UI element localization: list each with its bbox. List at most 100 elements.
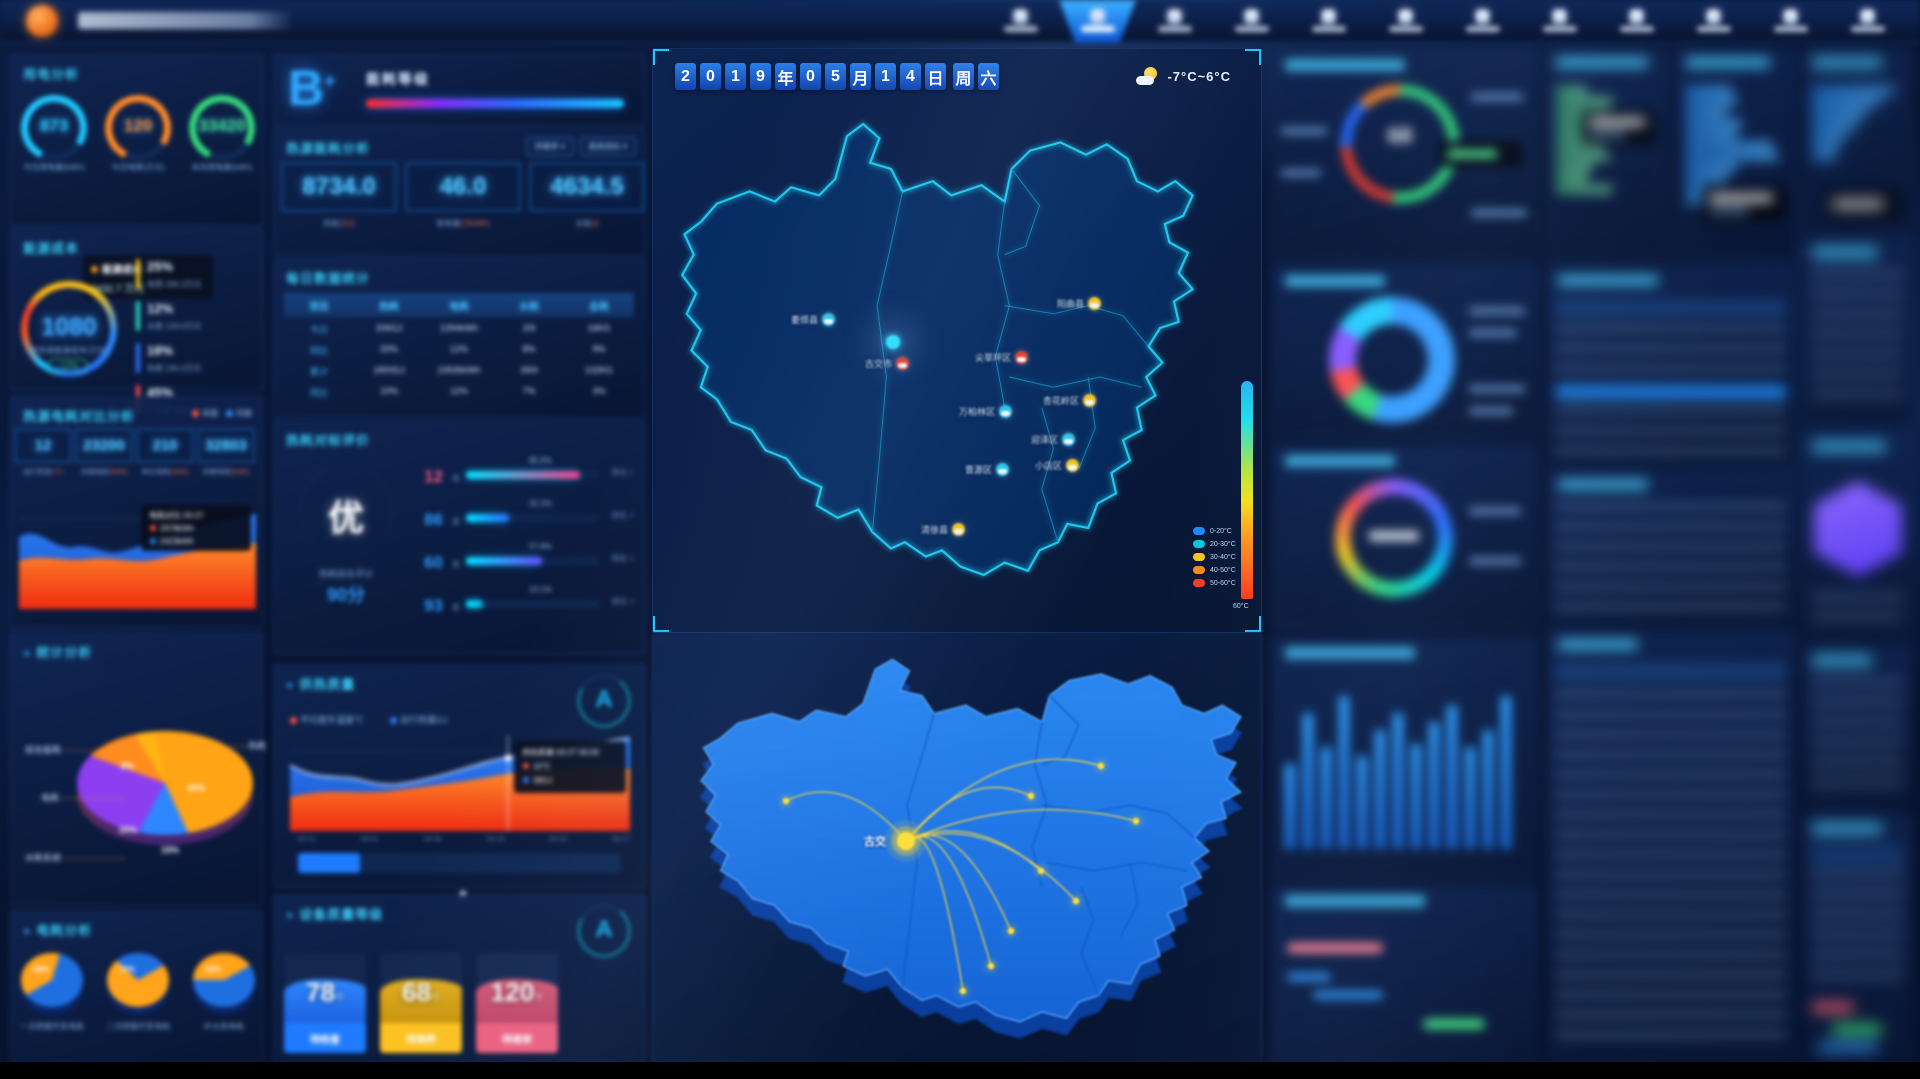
nav-item[interactable] (1598, 0, 1675, 42)
nav-item[interactable] (982, 0, 1059, 42)
district-marker[interactable]: 清徐县 (921, 523, 966, 536)
pie-slice-label: 15% (161, 845, 180, 855)
highlighted-row[interactable] (1556, 385, 1786, 399)
x-axis-labels: 02-21 03-01 03-08 03-15 03-22 03-27 (298, 836, 630, 843)
mini-pie: 42% 补水泵电耗 (189, 953, 259, 1032)
bar (1556, 109, 1607, 116)
gauge-label: 今日电费(万元) (111, 163, 165, 172)
district-marker[interactable]: 古交市 (865, 357, 910, 370)
legend-smudge (1469, 507, 1521, 515)
nav-item[interactable] (1829, 0, 1906, 42)
bar (1465, 747, 1475, 849)
legend-smudge (1281, 169, 1321, 177)
slider-thumb[interactable] (298, 853, 360, 873)
weekday-display: 周六 (953, 63, 999, 90)
chart-zoom-slider[interactable] (298, 853, 620, 873)
bar (1812, 131, 1849, 138)
panel-title (1558, 275, 1658, 286)
nav-item[interactable] (1367, 0, 1444, 42)
tooltip-text (1589, 118, 1645, 126)
bar-more-link[interactable]: 排名 > (611, 597, 634, 606)
panel-title: » 统计分析 (23, 645, 93, 660)
tooltip-value: 9432.7 万元 (91, 284, 145, 295)
nav-item[interactable] (1213, 0, 1290, 42)
district-marker[interactable]: 阳曲县 (1057, 297, 1102, 310)
district-map (680, 122, 1195, 577)
device-card: 78个 待检查 (284, 953, 366, 1053)
bar-fill (466, 471, 580, 479)
mini-pie-label: 补水泵电耗 (204, 1022, 244, 1031)
legend-label: 30-40°C (1210, 553, 1236, 561)
card-value: 78个 (306, 977, 344, 1007)
bar (1411, 743, 1421, 849)
red-bar (1812, 1003, 1854, 1012)
rank-bars: 12 名 85.6% 排名 > 86 名 32.1% (424, 456, 634, 615)
panel-title: » 供热质量 (286, 677, 356, 692)
panel-title: 每日数据统计 (286, 271, 371, 286)
rank-suffix: 名 (452, 560, 460, 569)
stat-box: 4634.5 水耗(t) (529, 162, 645, 229)
table-cell: 20t (522, 323, 536, 333)
grade-label: 能耗等级 (366, 71, 430, 87)
legend-smudge (1469, 329, 1517, 337)
nav-item-label (1388, 26, 1423, 32)
date-digit-box: 1 (875, 63, 896, 90)
bar-more-link[interactable]: 排名 > (611, 468, 634, 477)
filter-button[interactable]: 供暖季 ▾ (525, 137, 574, 156)
bar (1686, 131, 1737, 138)
district-marker[interactable]: 尖草坪区 (975, 351, 1029, 364)
district-marker[interactable]: 娄烦县 (791, 313, 836, 326)
stat-label: 本期电耗(kWh) (80, 469, 128, 476)
tooltip (1439, 141, 1523, 167)
stat-label: 热耗(GJ) (323, 219, 355, 228)
bar (1686, 175, 1727, 182)
cost-stat-list: 25% 电费 268.3万元 12% 水费 129.6万元 18% 热费 194… (136, 259, 254, 418)
nav-item[interactable] (1290, 0, 1367, 42)
bar-more-link[interactable]: 排名 > (611, 511, 634, 520)
bar (1556, 131, 1597, 138)
table-cell: 12% (449, 386, 468, 396)
blurred-blue-bars-panel (1677, 48, 1797, 260)
mini-pie-chart: 42% (193, 953, 255, 1007)
table-header-cell: 水耗 (519, 301, 539, 313)
nav-item[interactable] (1675, 0, 1752, 42)
nav-item-label (1619, 26, 1654, 32)
cost-donut-value: 1080 (41, 313, 97, 341)
rank-number: 60 (424, 553, 443, 572)
table-cell: 260t (520, 365, 538, 375)
blurred-table-panel (1547, 266, 1795, 464)
filter-button[interactable]: 能耗指标 ▾ (579, 137, 636, 156)
tooltip-row: 2423kWh (160, 537, 194, 546)
nav-item-icon (1784, 10, 1797, 23)
nav-item[interactable] (1444, 0, 1521, 42)
panel-title: » 设备质量等级 (286, 907, 384, 922)
card-value: 120个 (490, 977, 544, 1007)
bar (1556, 142, 1602, 149)
stat-value: 8734.0 (281, 162, 397, 212)
legend-dot-icon (226, 410, 233, 418)
district-marker[interactable]: 杏花岭区 (1043, 394, 1097, 407)
nav-item[interactable] (1521, 0, 1598, 42)
rows (1812, 271, 1903, 411)
blurred-rows-panel (1803, 238, 1912, 426)
nav-item[interactable] (1752, 0, 1829, 42)
bar-percent-tag: 13.1% (529, 585, 552, 594)
panel-title (1812, 441, 1886, 452)
legend-smudge (1281, 127, 1327, 135)
district-weather-icon (996, 463, 1010, 476)
energy-cost-panel: 能源成本 能源成本 9432.7 万元 1080 本年度能源成本(万元) ↓12… (10, 228, 263, 415)
list-rows (1556, 503, 1786, 611)
district-marker[interactable]: 晋源区 (965, 463, 1010, 476)
x-axis-tick: 03-08 (423, 836, 442, 843)
district-marker[interactable]: 小店区 (1035, 459, 1080, 472)
nav-item[interactable] (1136, 0, 1213, 42)
bar-fill (466, 600, 484, 608)
district-weather-icon (896, 357, 910, 370)
blurred-bars-panel (1803, 48, 1912, 232)
rank-bar-row: 93 名 13.1% 排名 > (424, 585, 634, 615)
nav-item[interactable] (1059, 0, 1136, 42)
bar-more-link[interactable]: 排名 > (611, 554, 634, 563)
district-marker[interactable]: 万柏林区 (959, 405, 1013, 418)
district-marker[interactable]: 迎泽区 (1031, 433, 1076, 446)
nav-item-icon (1630, 10, 1643, 23)
